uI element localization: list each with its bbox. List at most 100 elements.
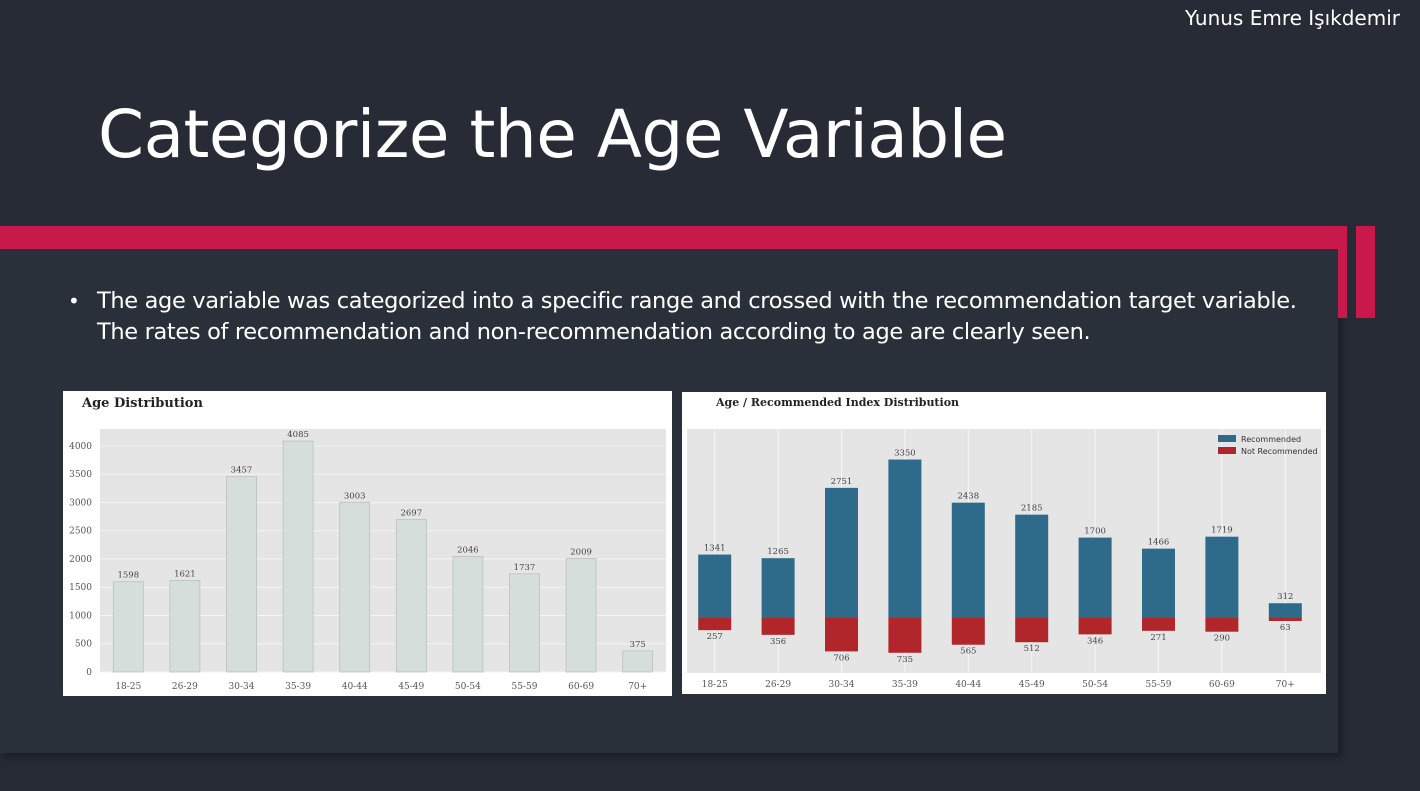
bar-not-recommended <box>825 618 858 652</box>
legend-swatch-not-recommended <box>1218 447 1236 454</box>
x-tick-label: 70+ <box>628 682 647 692</box>
y-tick-label: 500 <box>75 640 92 650</box>
bar-not-recommended <box>1015 618 1049 643</box>
legend-swatch-recommended <box>1218 435 1236 442</box>
x-tick-label: 55-59 <box>512 682 538 692</box>
x-tick-label: 40-44 <box>342 682 368 692</box>
data-label: 4085 <box>287 430 309 440</box>
chart-title: Age Distribution <box>81 396 203 411</box>
bar <box>112 581 144 673</box>
data-label-not-recommended: 512 <box>1024 644 1040 654</box>
bar-not-recommended <box>1268 618 1302 621</box>
data-label-not-recommended: 63 <box>1280 623 1291 633</box>
data-label-recommended: 1700 <box>1084 527 1106 537</box>
data-label: 375 <box>630 640 646 650</box>
bar-not-recommended <box>951 618 985 645</box>
data-label-recommended: 312 <box>1277 592 1293 602</box>
y-tick-label: 0 <box>86 668 92 678</box>
data-label-recommended: 1466 <box>1148 538 1170 548</box>
x-tick-label: 18-25 <box>115 682 141 692</box>
y-tick-label: 1500 <box>69 583 92 593</box>
x-tick-label: 50-54 <box>455 682 481 692</box>
x-tick-label: 60-69 <box>1209 680 1235 690</box>
x-tick-label: 40-44 <box>955 680 981 690</box>
bar <box>282 440 314 673</box>
bar <box>395 519 427 673</box>
bar-not-recommended <box>888 618 922 653</box>
bar <box>509 573 540 673</box>
data-label-recommended: 1719 <box>1211 526 1233 536</box>
data-label-not-recommended: 356 <box>770 637 786 647</box>
data-label: 1621 <box>174 569 196 579</box>
bar-recommended <box>951 502 985 618</box>
y-tick-label: 2000 <box>69 555 92 565</box>
age-distribution-svg: Age Distribution 0 500 1000 1500 2000 2500 3000… <box>69 396 666 692</box>
bar-recommended <box>825 487 858 618</box>
bullet-point: • The age variable was categorized into … <box>68 286 1328 348</box>
x-tick-label: 70+ <box>1276 680 1295 690</box>
data-label-not-recommended: 271 <box>1150 633 1166 643</box>
data-label-not-recommended: 346 <box>1087 636 1103 646</box>
age-distribution-chart: Age Distribution 0 500 1000 1500 2000 2500 3000… <box>63 391 672 696</box>
bar-not-recommended <box>761 618 795 635</box>
data-label: 1598 <box>117 571 139 581</box>
x-tick-label: 30-34 <box>829 680 855 690</box>
y-tick-label: 3000 <box>69 498 92 508</box>
bar-not-recommended <box>1078 618 1112 635</box>
bar-recommended <box>1142 548 1175 618</box>
bar-recommended <box>1205 536 1239 618</box>
accent-bar <box>0 226 1347 249</box>
bar-recommended <box>1268 603 1302 618</box>
x-tick-label: 26-29 <box>172 682 198 692</box>
data-label: 2046 <box>457 545 479 555</box>
x-tick-label: 18-25 <box>702 680 728 690</box>
bar <box>565 558 597 673</box>
x-tick-label: 26-29 <box>765 680 791 690</box>
data-label-not-recommended: 257 <box>707 632 723 642</box>
bar <box>452 555 484 673</box>
legend-label-not-recommended: Not Recommended <box>1241 447 1318 456</box>
bar-not-recommended <box>698 618 732 631</box>
data-label-recommended: 2751 <box>831 477 853 487</box>
bar-not-recommended <box>1205 618 1239 632</box>
bar-recommended <box>1015 514 1049 618</box>
bar-not-recommended <box>1142 618 1175 631</box>
data-label-recommended: 2185 <box>1021 504 1043 514</box>
bar-recommended <box>1078 537 1112 618</box>
data-label-not-recommended: 706 <box>833 653 849 663</box>
x-tick-label: 45-49 <box>1019 680 1045 690</box>
bar-recommended <box>761 558 795 618</box>
bar <box>169 579 201 673</box>
bar <box>622 650 654 673</box>
bar-recommended <box>698 554 732 618</box>
data-label-not-recommended: 290 <box>1214 634 1230 644</box>
data-label: 2697 <box>400 509 422 519</box>
y-tick-label: 4000 <box>69 442 92 452</box>
bar <box>339 501 371 673</box>
bar <box>226 476 257 673</box>
age-recommended-chart: Age / Recommended Index Distribution 1341… <box>682 392 1326 694</box>
data-label-recommended: 3350 <box>894 449 916 459</box>
x-tick-label: 35-39 <box>285 682 311 692</box>
bar-recommended <box>888 459 922 618</box>
data-label: 3003 <box>344 491 366 501</box>
data-label-recommended: 2438 <box>957 492 979 502</box>
author-name: Yunus Emre Işıkdemir <box>1184 6 1400 30</box>
data-label-not-recommended: 735 <box>897 655 913 665</box>
data-label: 3457 <box>231 466 253 476</box>
x-tick-label: 45-49 <box>398 682 424 692</box>
y-tick-label: 2500 <box>69 527 92 537</box>
accent-bar-right-thin <box>1338 226 1347 318</box>
legend-label-recommended: Recommended <box>1241 435 1301 444</box>
slide-title: Categorize the Age Variable <box>98 96 1007 173</box>
data-label-recommended: 1265 <box>767 547 789 557</box>
bullet-dot-icon: • <box>68 289 80 313</box>
chart-title: Age / Recommended Index Distribution <box>715 396 959 409</box>
x-tick-label: 55-59 <box>1146 680 1172 690</box>
x-tick-label: 30-34 <box>229 682 255 692</box>
bullet-text: The age variable was categorized into a … <box>97 288 1297 345</box>
age-recommended-svg: Age / Recommended Index Distribution 1341… <box>687 396 1321 690</box>
x-tick-label: 60-69 <box>568 682 594 692</box>
data-label-not-recommended: 565 <box>960 647 976 657</box>
y-tick-label: 1000 <box>69 611 92 621</box>
